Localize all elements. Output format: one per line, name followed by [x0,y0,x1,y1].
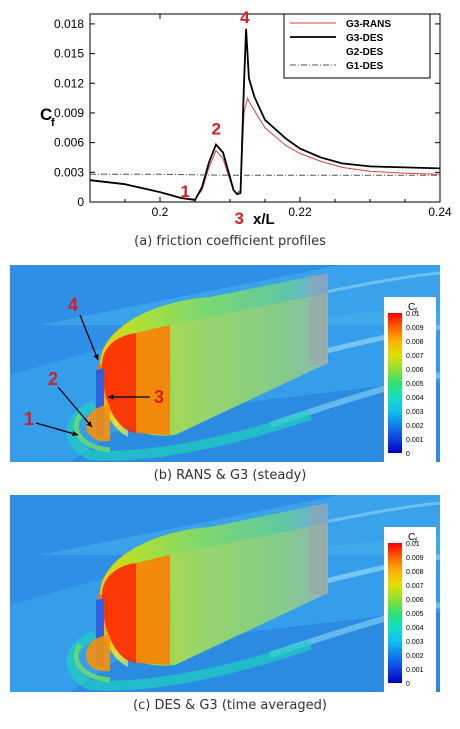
y-tick-label: 0.018 [54,17,84,31]
body-side-band [136,325,170,435]
colorbar-tick-label: 0.003 [406,409,424,416]
colorbar-tick-label: 0.006 [406,367,424,374]
horseshoe-footprint [66,630,312,691]
caption-c: (c) DES & G3 (time averaged) [133,698,327,713]
marker-label-1: 1 [181,182,190,201]
marker-label-2: 2 [212,120,221,139]
horseshoe-footprint-inner [73,643,111,683]
x-tick-label: 0.24 [428,205,452,219]
colorbar-tick-label: 0.005 [406,611,424,618]
marker-label-4: 4 [68,295,78,315]
y-tick-label: 0.006 [54,136,84,150]
body-side-shade [170,293,328,435]
y-tick-label: 0.012 [54,76,84,90]
marker-label-3: 3 [235,209,244,228]
colorbar [388,313,402,453]
colorbar-tick-label: 0.007 [406,583,424,590]
legend-label: G1-DES [346,61,384,72]
marker-label-4: 4 [240,8,250,27]
colorbar-tick-label: 0.004 [406,625,424,632]
marker-arrow-2 [57,386,93,428]
y-axis-label: C [40,105,52,124]
y-tick-label: 0.009 [54,106,84,120]
friction-coefficient-chart: 0 0.003 0.006 0.009 0.012 0.015 0.018 0.2 0.22 0.… [40,8,452,228]
legend-label: G3-RANS [346,19,391,30]
series-line-g1-des [90,173,440,176]
friction-chart-panel: 0 0.003 0.006 0.009 0.012 0.015 0.018 0.2 0.22 0.… [0,0,460,232]
colorbar-tick-label: 0.009 [406,325,424,332]
marker-arrow-1 [35,422,79,436]
body-side-shade [170,523,328,665]
marker-label-3: 3 [154,387,164,407]
marker-label-2: 2 [48,369,58,389]
body-leading-edge [102,333,136,433]
colorbar-title-subscript: f [415,308,417,315]
colorbar-title-subscript: f [415,538,417,545]
colorbar-tick-label: 0.002 [406,423,424,430]
horseshoe-footprint [66,400,312,461]
marker-label-1: 1 [24,409,34,429]
x-tick-label: 0.22 [288,205,312,219]
colorbar [388,543,402,683]
y-tick-label: 0.003 [54,165,84,179]
colorbar-tick-label: 0.006 [406,597,424,604]
colorbar-tick-label: 0.008 [406,339,424,346]
colorbar-tick-label: 0 [406,681,410,688]
colorbar-tick-label: 0.007 [406,353,424,360]
horseshoe-footprint-inner [73,413,111,453]
legend-label: G2-DES [346,47,384,58]
colorbar-tick-label: 0.001 [406,667,424,674]
colorbar-tick-label: 0.01 [406,541,420,548]
colorbar-tick-label: 0.004 [406,395,424,402]
marker-arrow-3-head [108,394,114,400]
y-tick-label: 0.015 [54,47,84,61]
body-side-band [136,555,170,665]
colorbar-tick-label: 0.01 [406,311,420,318]
body-nose-base [86,635,110,672]
colorbar-tick-label: 0.001 [406,437,424,444]
colorbar-tick-label: 0.008 [406,569,424,576]
colorbar-tick-label: 0.009 [406,555,424,562]
colorbar-tick-label: 0.002 [406,653,424,660]
colorbar-title: C [408,532,415,543]
caption-a: (a) friction coefficient profiles [134,234,326,249]
x-tick-label: 0.2 [152,205,169,219]
colorbar-title: C [408,302,415,313]
legend-label: G3-DES [346,33,384,44]
y-axis-label-subscript: f [51,117,55,129]
body-nose-base [86,405,110,442]
x-axis-label: x/L [253,211,275,228]
marker-arrow-4 [79,314,99,361]
marker-arrow-1-head [72,430,78,437]
legend-box [283,13,431,79]
colorbar-tick-label: 0.003 [406,639,424,646]
body-leading-edge [102,563,136,663]
y-tick-label: 0 [77,195,84,209]
colorbar-tick-label: 0 [406,451,410,458]
series-line-g3-des [89,28,441,201]
marker-arrow-4-head [93,354,99,360]
caption-b: (b) RANS & G3 (steady) [153,468,307,483]
marker-arrow-2-head [86,421,92,427]
colorbar-tick-label: 0.005 [406,381,424,388]
